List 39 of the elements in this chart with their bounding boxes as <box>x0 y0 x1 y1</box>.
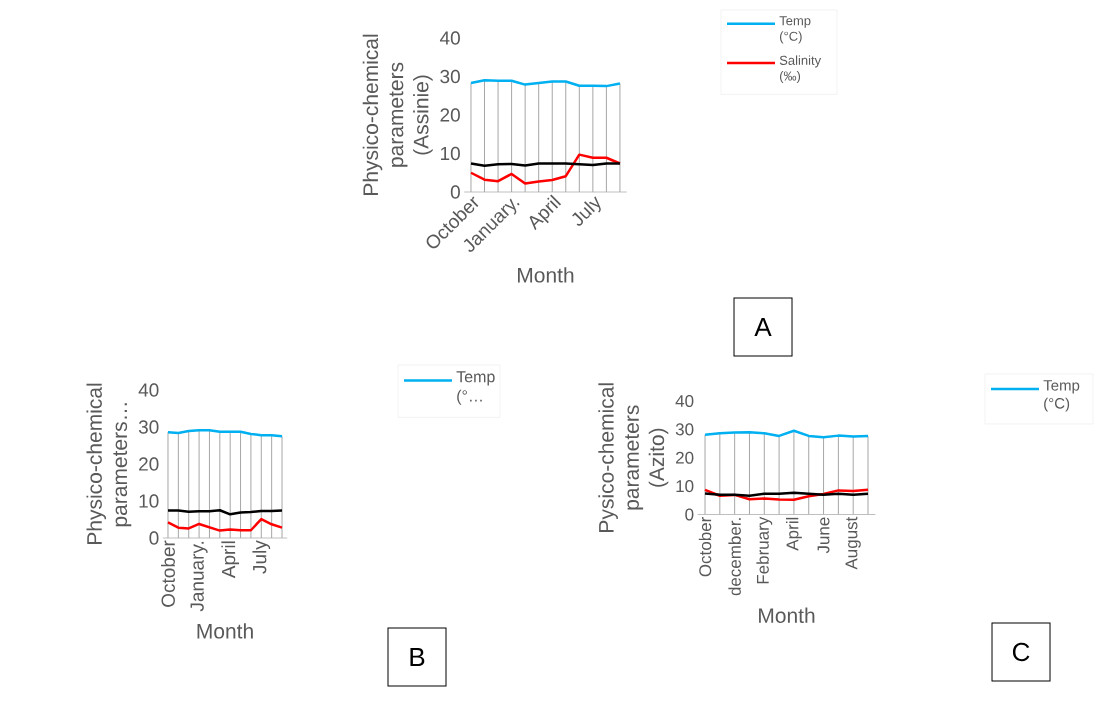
x-tick-label: April <box>786 517 802 551</box>
text: B <box>410 648 425 666</box>
y-tick-label: 40 <box>138 383 159 397</box>
legend-label: Temp (°C) <box>1043 380 1080 412</box>
y-tick-label: 20 <box>676 451 694 464</box>
x-tick-label: October <box>161 540 175 607</box>
y-tick-label: 10 <box>676 480 694 493</box>
x-tick-label: April <box>221 541 240 579</box>
y-axis-title: Pysico-chemical parameters (Azito) <box>598 383 669 532</box>
legend-label: Temp (°… <box>456 371 495 405</box>
y-tick-label: 20 <box>139 457 159 471</box>
y-tick-label: 0 <box>149 531 159 545</box>
y-tick-label: 40 <box>675 394 694 408</box>
x-axis-title: Month <box>197 623 253 639</box>
x-axis-title: Month <box>518 267 574 283</box>
x-tick-label: January. <box>190 541 208 612</box>
y-tick-label: 30 <box>675 423 694 436</box>
x-tick-label: July <box>572 196 601 226</box>
y-tick-label: 30 <box>138 420 159 434</box>
x-tick-label: July <box>252 540 271 574</box>
text: A <box>754 318 772 336</box>
x-tick-label: december. <box>728 518 741 596</box>
y-axis-title: Physico-chemical parameters (Assinie) <box>362 34 433 195</box>
y-axis-title: Physico-chemical parameters… <box>86 383 132 544</box>
legend-label: Temp (°C) <box>779 16 811 44</box>
y-tick-label: 40 <box>439 31 460 45</box>
line-series <box>703 429 870 439</box>
x-tick-label: August <box>845 516 861 570</box>
y-tick-label: 20 <box>440 108 460 122</box>
y-tick-label: 10 <box>139 494 159 508</box>
x-tick-label: October <box>698 516 712 577</box>
x-axis-title: Month <box>759 607 815 624</box>
text: C <box>1012 642 1030 662</box>
y-tick-label: 10 <box>440 146 460 161</box>
y-tick-label: 30 <box>440 69 460 84</box>
legend-label: Salinity (‰) <box>779 55 822 84</box>
y-tick-label: 0 <box>685 508 694 521</box>
x-tick-label: June <box>817 517 830 554</box>
x-tick-label: February <box>756 516 773 584</box>
